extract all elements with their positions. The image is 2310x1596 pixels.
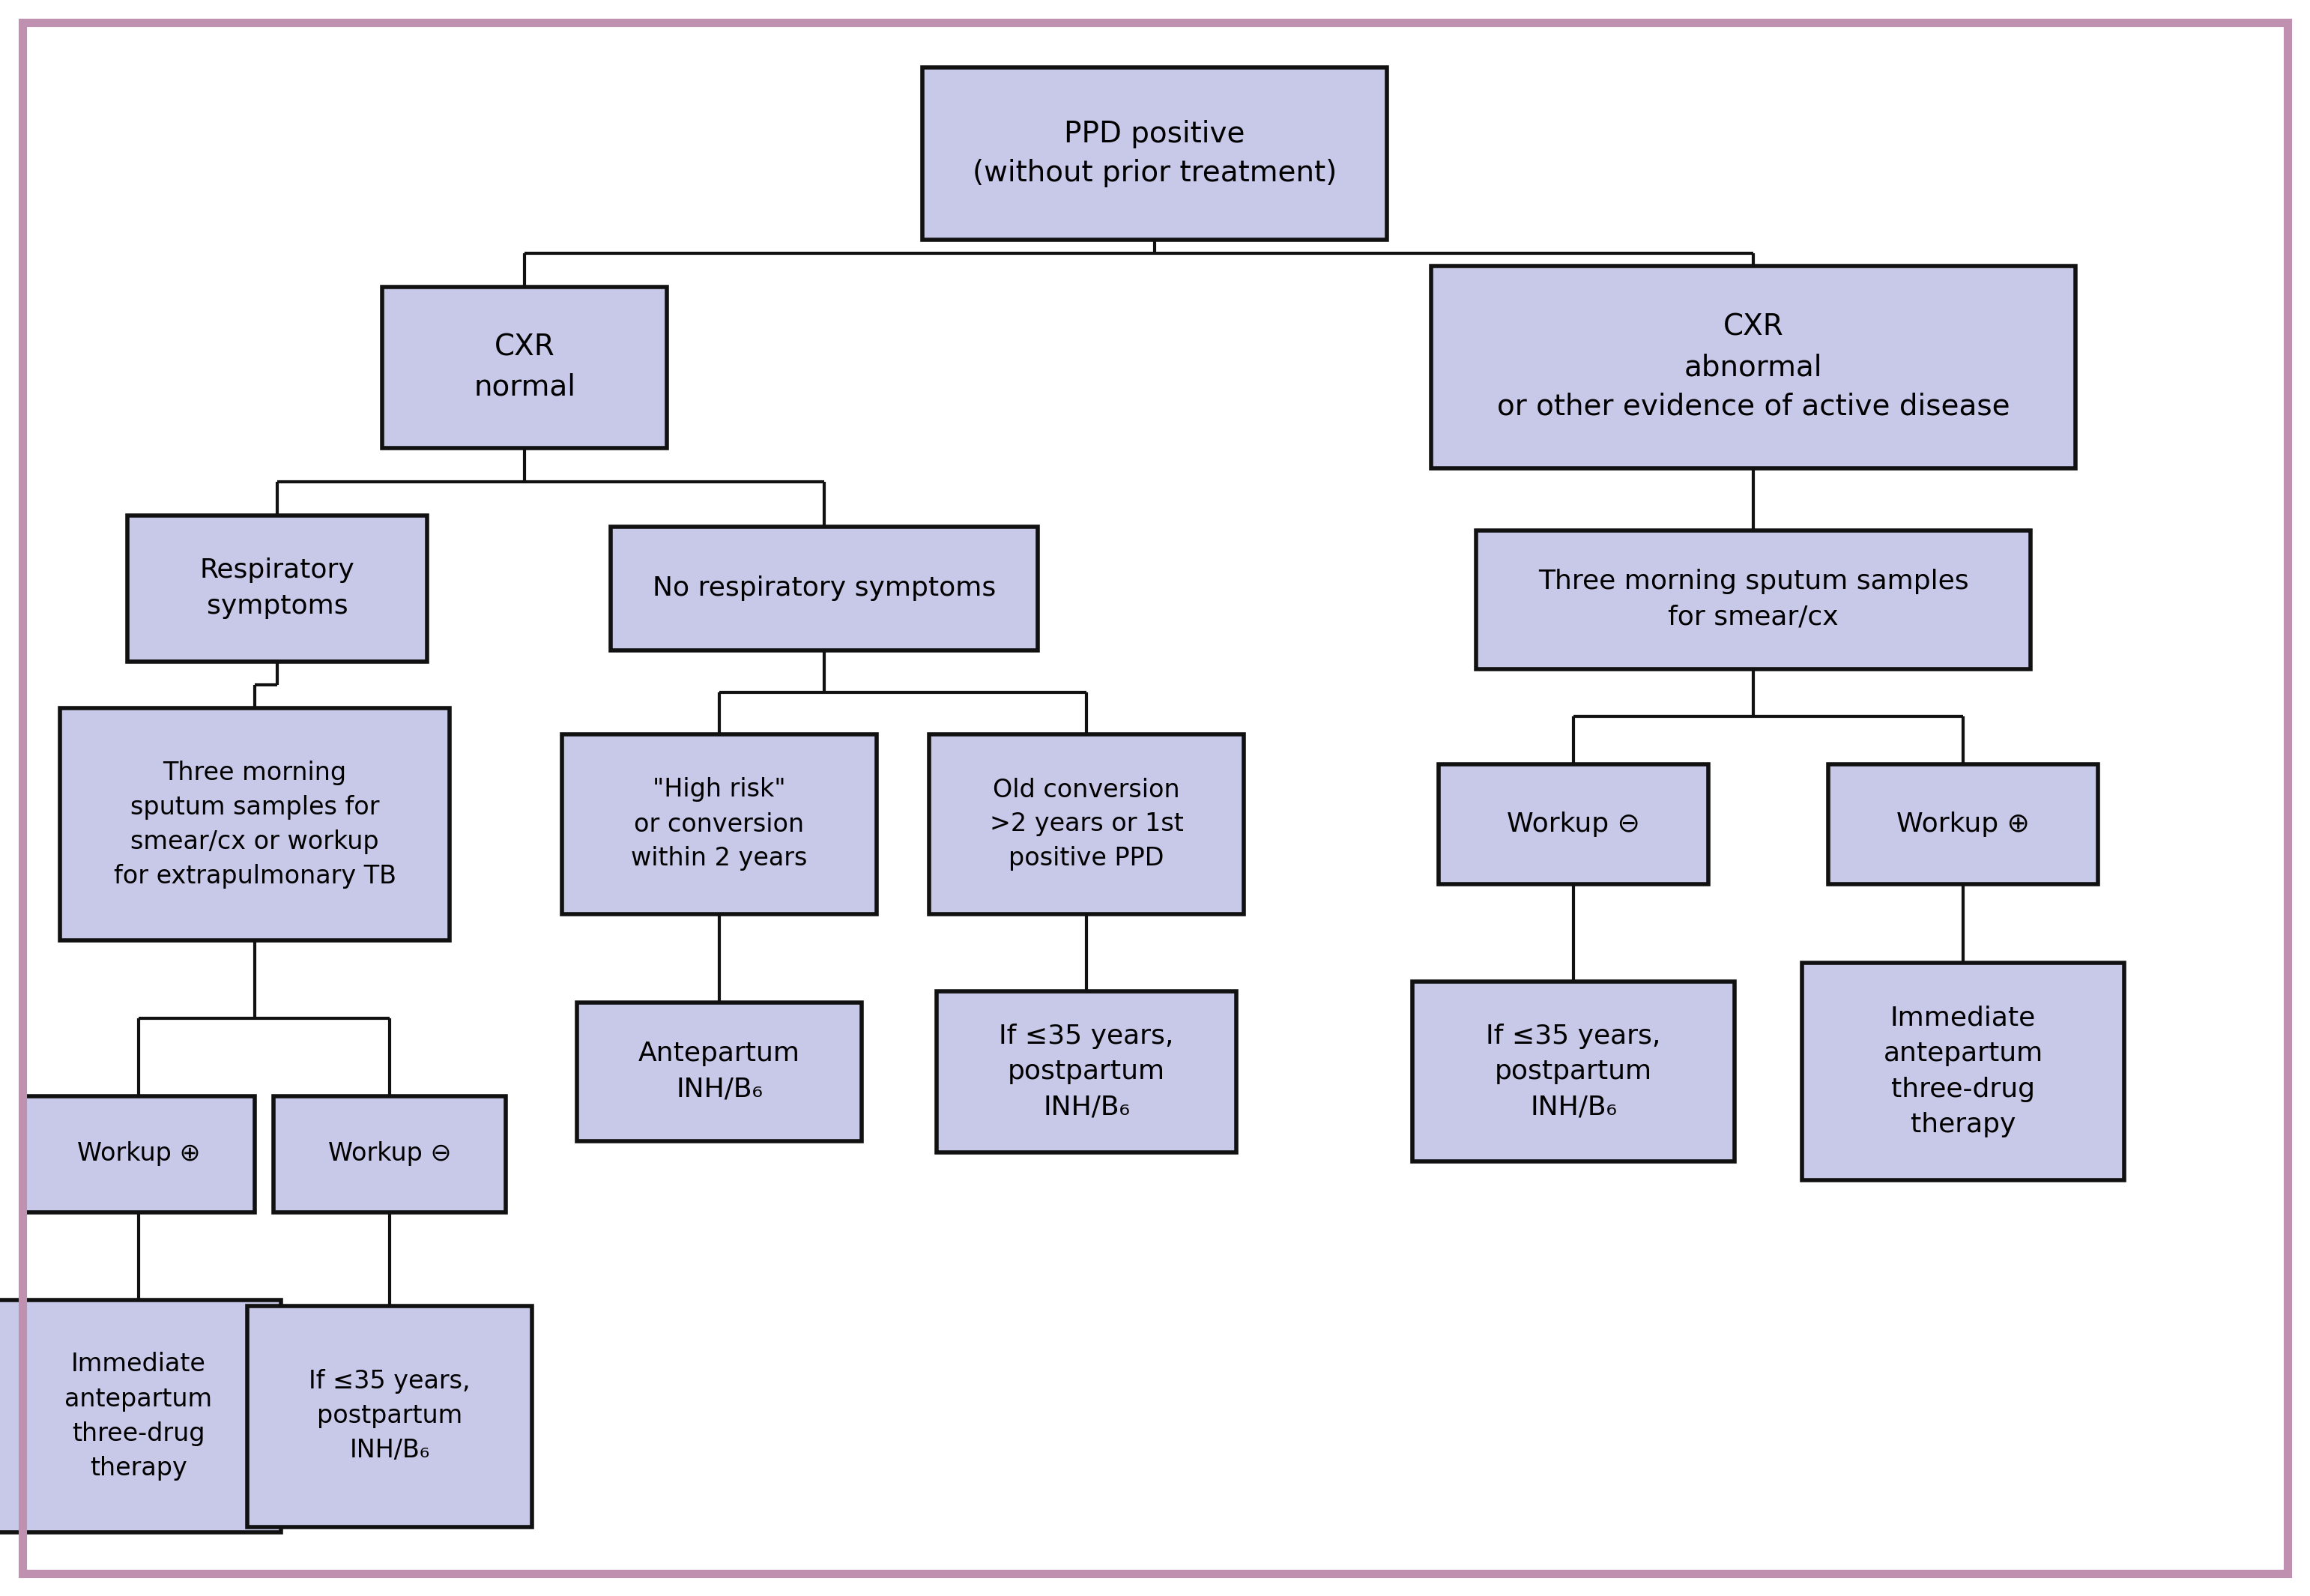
Text: No respiratory symptoms: No respiratory symptoms — [651, 576, 996, 602]
FancyBboxPatch shape — [1802, 962, 2125, 1179]
Text: Old conversion
>2 years or 1st
positive PPD: Old conversion >2 years or 1st positive … — [989, 777, 1183, 871]
Text: PPD positive
(without prior treatment): PPD positive (without prior treatment) — [973, 120, 1337, 188]
Text: If ≤35 years,
postpartum
INH/B₆: If ≤35 years, postpartum INH/B₆ — [310, 1369, 471, 1464]
FancyBboxPatch shape — [1432, 267, 2074, 468]
FancyBboxPatch shape — [127, 516, 427, 661]
FancyBboxPatch shape — [936, 991, 1236, 1152]
Text: Three morning sputum samples
for smear/cx: Three morning sputum samples for smear/c… — [1538, 568, 1968, 630]
Text: If ≤35 years,
postpartum
INH/B₆: If ≤35 years, postpartum INH/B₆ — [998, 1023, 1173, 1120]
FancyBboxPatch shape — [1439, 764, 1709, 884]
Text: Three morning
sputum samples for
smear/cx or workup
for extrapulmonary TB: Three morning sputum samples for smear/c… — [113, 760, 395, 889]
FancyBboxPatch shape — [1476, 530, 2030, 669]
FancyBboxPatch shape — [23, 1096, 254, 1211]
FancyBboxPatch shape — [561, 734, 878, 915]
FancyBboxPatch shape — [1411, 982, 1735, 1162]
Text: Immediate
antepartum
three-drug
therapy: Immediate antepartum three-drug therapy — [65, 1352, 213, 1479]
Text: Respiratory
symptoms: Respiratory symptoms — [199, 557, 356, 619]
FancyBboxPatch shape — [0, 1301, 282, 1532]
Text: "High risk"
or conversion
within 2 years: "High risk" or conversion within 2 years — [631, 777, 808, 871]
Text: If ≤35 years,
postpartum
INH/B₆: If ≤35 years, postpartum INH/B₆ — [1485, 1023, 1661, 1120]
Text: Workup ⊕: Workup ⊕ — [1897, 811, 2030, 836]
FancyBboxPatch shape — [610, 527, 1037, 650]
Text: Workup ⊖: Workup ⊖ — [1506, 811, 1640, 836]
FancyBboxPatch shape — [60, 709, 450, 940]
FancyBboxPatch shape — [247, 1306, 531, 1527]
Text: CXR
abnormal
or other evidence of active disease: CXR abnormal or other evidence of active… — [1497, 313, 2010, 421]
FancyBboxPatch shape — [381, 287, 668, 448]
FancyBboxPatch shape — [929, 734, 1243, 915]
FancyBboxPatch shape — [273, 1096, 506, 1211]
Text: Workup ⊖: Workup ⊖ — [328, 1141, 450, 1167]
Text: Immediate
antepartum
three-drug
therapy: Immediate antepartum three-drug therapy — [1883, 1005, 2042, 1138]
FancyBboxPatch shape — [922, 67, 1386, 239]
Text: CXR
normal: CXR normal — [474, 334, 575, 401]
Text: Workup ⊕: Workup ⊕ — [76, 1141, 201, 1167]
FancyBboxPatch shape — [1827, 764, 2097, 884]
Text: Antepartum
INH/B₆: Antepartum INH/B₆ — [638, 1041, 799, 1101]
FancyBboxPatch shape — [578, 1002, 862, 1141]
